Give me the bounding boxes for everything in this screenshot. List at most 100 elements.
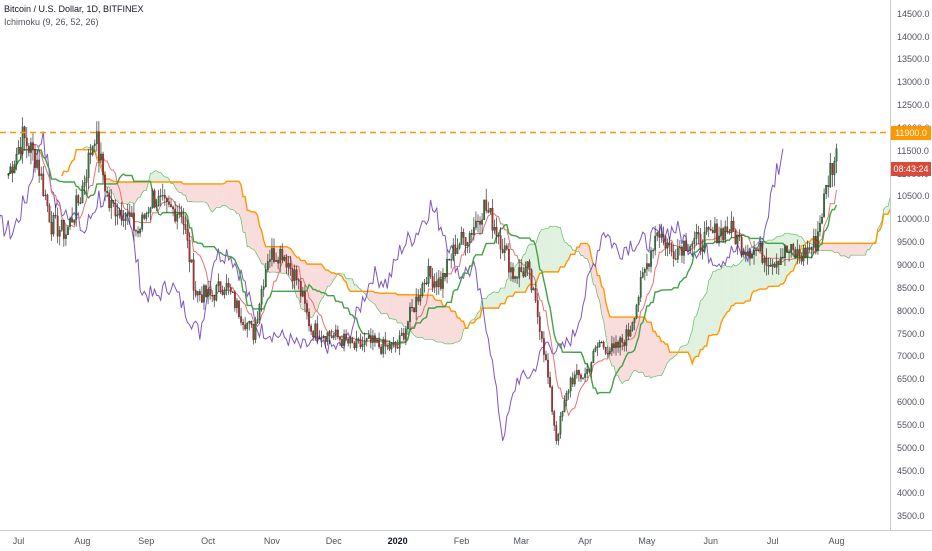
cloud-bear-segment xyxy=(183,184,185,195)
price-tick-label: 5000.0 xyxy=(897,443,925,453)
candle-body xyxy=(156,206,157,207)
candle-body xyxy=(504,246,505,253)
candle-body xyxy=(512,268,513,279)
candle-body xyxy=(302,292,303,296)
candle-body xyxy=(253,324,254,339)
candle-body xyxy=(337,330,338,337)
candle-body xyxy=(16,154,17,164)
cloud-bear-segment xyxy=(383,293,385,314)
candle-body xyxy=(240,317,241,323)
candle-body xyxy=(300,281,301,296)
candle-body xyxy=(179,213,180,214)
candle-body xyxy=(663,234,664,236)
candle-body xyxy=(677,248,678,260)
candle-body xyxy=(228,283,229,287)
cloud-bear-segment xyxy=(847,243,849,258)
cloud-bear-segment xyxy=(826,243,828,250)
candle-body xyxy=(453,245,454,259)
candle-body xyxy=(152,191,153,208)
candle-body xyxy=(611,344,612,352)
cloud-bear-segment xyxy=(233,181,235,211)
price-tick-label: 14500.0 xyxy=(897,9,930,19)
cloud-bull-segment xyxy=(350,279,352,292)
symbol-legend[interactable]: Bitcoin / U.S. Dollar, 1D, BITFINEX xyxy=(4,4,144,14)
candle-body xyxy=(387,345,388,347)
price-chart[interactable] xyxy=(0,0,890,530)
candle-body xyxy=(438,279,439,287)
candle-body xyxy=(727,227,728,232)
indicator-legend[interactable]: Ichimoku (9, 26, 52, 26) xyxy=(4,17,99,27)
candle-body xyxy=(424,283,425,284)
cloud-bear-segment xyxy=(429,295,431,339)
cloud-bear-segment xyxy=(253,212,255,252)
cloud-bull-segment xyxy=(703,295,705,349)
candle-body xyxy=(708,227,709,229)
candle-body xyxy=(288,263,289,267)
candle-body xyxy=(20,147,21,153)
cloud-bear-segment xyxy=(144,182,146,190)
cloud-bull-segment xyxy=(711,272,713,336)
cloud-bull-segment xyxy=(558,227,560,272)
candle-body xyxy=(76,196,77,220)
cloud-bear-segment xyxy=(645,317,647,377)
candle-body xyxy=(483,200,484,220)
candle-body xyxy=(673,251,674,258)
cloud-bear-segment xyxy=(391,293,393,319)
cloud-bear-segment xyxy=(398,295,400,323)
candle-body xyxy=(393,343,394,344)
candle-body xyxy=(343,334,344,346)
cloud-bear-segment xyxy=(210,184,212,212)
candle-body xyxy=(22,127,23,154)
candle-body xyxy=(356,339,357,348)
candle-body xyxy=(36,160,37,168)
cloud-bear-segment xyxy=(857,243,859,255)
candle-body xyxy=(601,342,602,343)
price-tick-label: 6000.0 xyxy=(897,397,925,407)
candle-body xyxy=(49,206,50,222)
candle-body xyxy=(553,412,554,426)
candle-body xyxy=(599,342,600,347)
candle-body xyxy=(32,143,33,150)
cloud-bull-segment xyxy=(705,293,707,346)
candle-body xyxy=(475,221,476,227)
candle-body xyxy=(760,243,761,250)
candle-body xyxy=(506,246,507,249)
chart-area[interactable]: Bitcoin / U.S. Dollar, 1D, BITFINEX Ichi… xyxy=(0,0,890,530)
candle-body xyxy=(720,228,721,235)
candle-body xyxy=(576,370,577,374)
cloud-bear-segment xyxy=(214,184,216,210)
candle-body xyxy=(150,208,151,213)
candle-body xyxy=(304,292,305,303)
candle-body xyxy=(825,185,826,193)
candle-body xyxy=(461,232,462,244)
candle-body xyxy=(706,227,707,232)
candle-body xyxy=(685,241,686,251)
candle-body xyxy=(492,208,493,230)
cloud-bear-segment xyxy=(132,182,134,204)
cloud-bull-segment xyxy=(492,292,494,308)
candle-body xyxy=(279,249,280,263)
cloud-bear-segment xyxy=(200,184,202,202)
candle-body xyxy=(819,223,820,232)
candle-body xyxy=(45,195,46,196)
cloud-bear-segment xyxy=(319,264,321,304)
candle-body xyxy=(434,282,435,288)
candle-body xyxy=(420,296,421,302)
candle-body xyxy=(310,326,311,332)
candle-body xyxy=(539,317,540,332)
candle-body xyxy=(448,259,449,260)
candle-body xyxy=(187,230,188,241)
candle-body xyxy=(88,153,89,178)
cloud-bear-segment xyxy=(130,182,132,202)
candle-body xyxy=(766,258,767,265)
candle-body xyxy=(224,290,225,294)
candle-body xyxy=(205,286,206,297)
candle-body xyxy=(96,132,97,144)
cloud-bull-segment xyxy=(694,316,696,358)
candle-body xyxy=(488,211,489,213)
price-tick-label: 14000.0 xyxy=(897,32,930,42)
candle-body xyxy=(516,277,517,279)
price-tick-label: 5500.0 xyxy=(897,420,925,430)
